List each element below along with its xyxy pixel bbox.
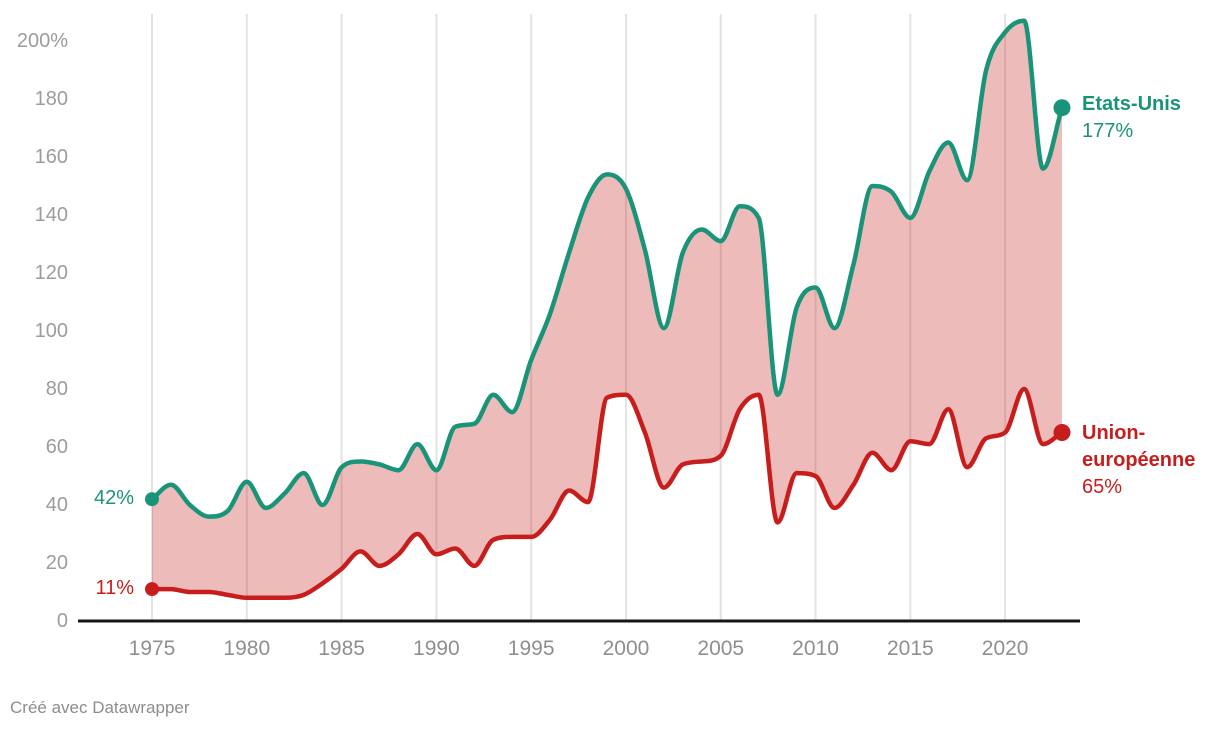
x-tick-label: 2005 [697, 637, 745, 660]
eu-series-name-line1: Union- [1082, 422, 1146, 444]
x-tick-label: 1990 [413, 637, 460, 660]
series-start-dot [145, 582, 159, 597]
y-tick-label: 120 [34, 262, 68, 284]
x-tick-label: 2010 [792, 637, 839, 660]
y-tick-label: 180 [34, 88, 68, 110]
us-line [149, 18, 1065, 519]
eu-line [149, 386, 1065, 601]
y-tick-label: 60 [45, 436, 68, 458]
eu-end-value-label: 65% [1082, 476, 1123, 498]
attribution-text: Créé avec Datawrapper [10, 698, 190, 717]
series-end-dot [1053, 424, 1071, 441]
y-tick-label: 160 [34, 146, 68, 168]
y-tick-label: 0 [56, 610, 68, 632]
x-tick-label: 1980 [223, 637, 271, 660]
series-start-dot [145, 492, 159, 507]
us-series-name: Etats-Unis [1082, 93, 1181, 115]
y-tick-label: 80 [45, 378, 68, 400]
x-tick-label: 2000 [602, 637, 650, 660]
eu-series-label: Union- européenne 65% [1082, 420, 1195, 501]
series-end-dot [1053, 99, 1071, 117]
eu-series-name-line2: européenne [1082, 449, 1196, 471]
x-tick-label: 1995 [507, 637, 555, 660]
y-tick-label: 100 [34, 320, 68, 342]
x-tick-label: 1985 [318, 637, 365, 660]
us-end-value-label: 177% [1082, 120, 1134, 142]
y-tick-label: 20 [45, 552, 68, 574]
y-tick-label: 200% [16, 30, 68, 52]
y-tick-label: 140 [34, 204, 68, 226]
x-tick-label: 2020 [981, 637, 1029, 660]
us-series-label: Etats-Unis 177% [1082, 91, 1181, 145]
x-tick-label: 2015 [886, 637, 934, 660]
us-start-value-label: 42% [93, 487, 134, 509]
y-tick-label: 40 [45, 494, 68, 516]
eu-start-value-label: 11% [95, 577, 134, 599]
x-tick-label: 1975 [128, 637, 176, 660]
between-area [152, 20, 1062, 598]
